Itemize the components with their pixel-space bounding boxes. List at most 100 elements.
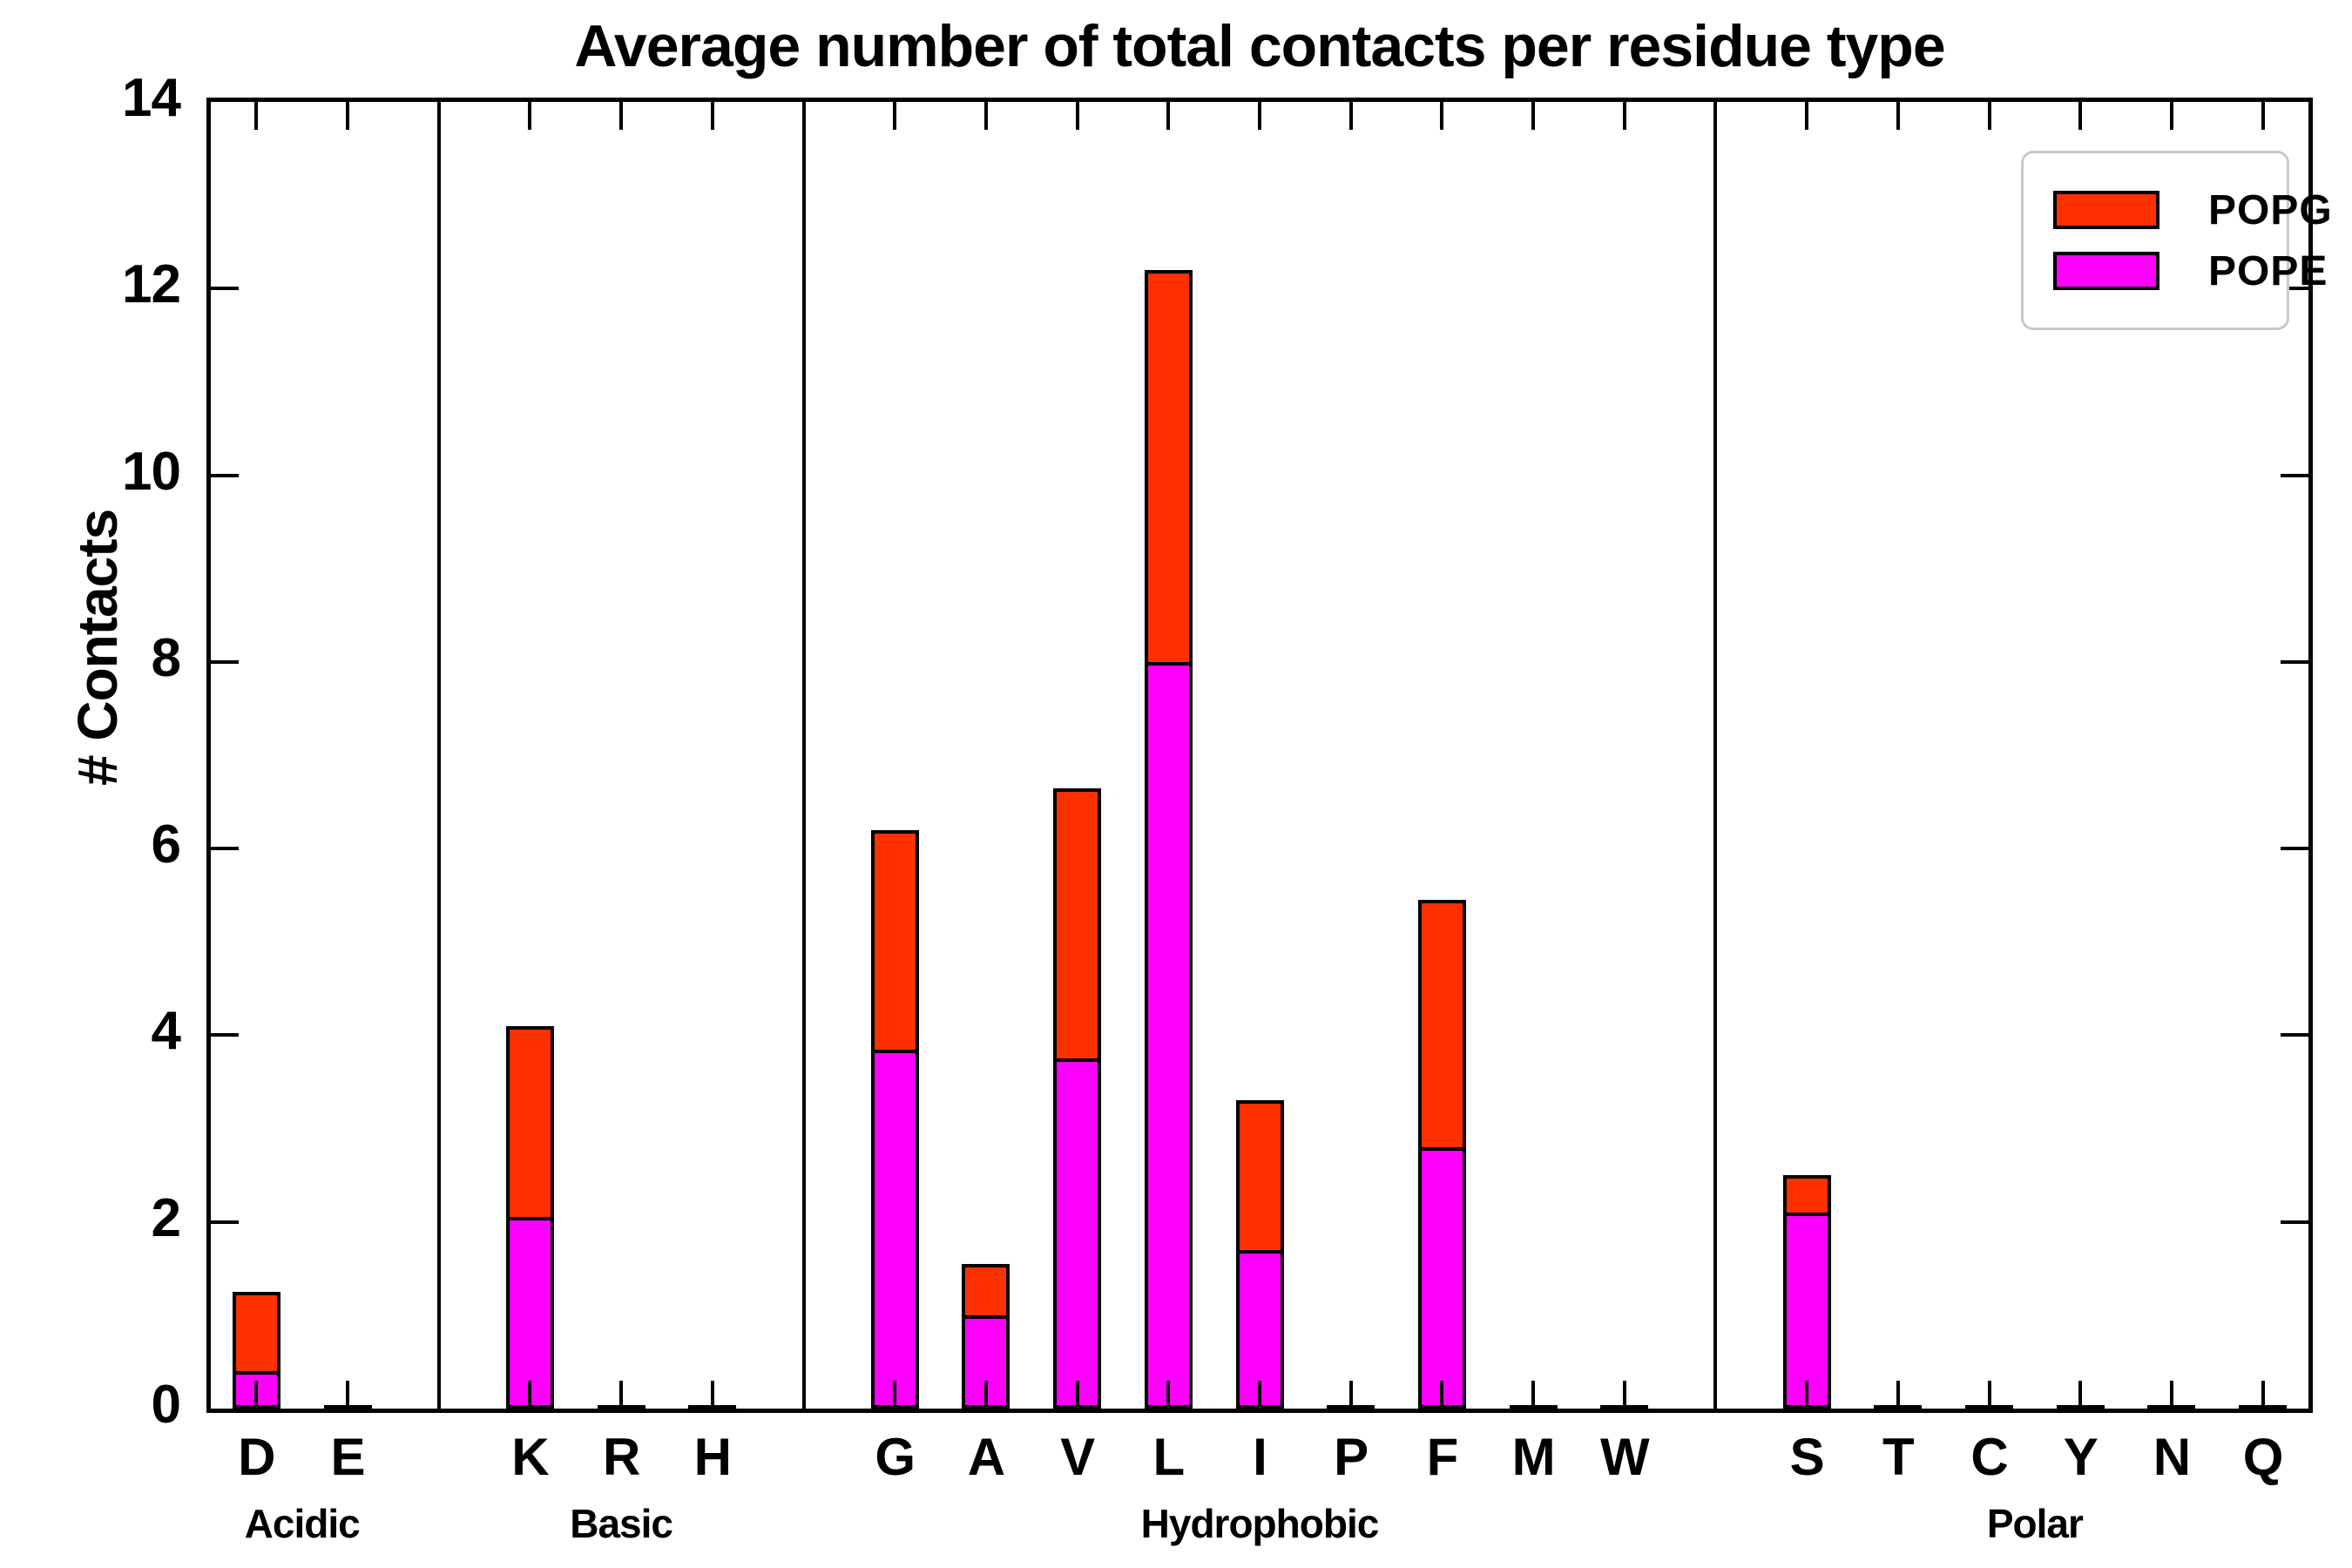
- x-tick-top: [1258, 102, 1261, 130]
- y-tick-label: 10: [122, 441, 181, 502]
- group-label-acidic: Acidic: [244, 1501, 361, 1546]
- x-tick-bottom: [2169, 1381, 2173, 1409]
- x-tick-label-I: I: [1253, 1428, 1267, 1486]
- x-tick-top: [893, 102, 897, 130]
- x-tick-label-H: H: [693, 1428, 732, 1486]
- x-tick-top: [710, 102, 714, 130]
- x-tick-bottom: [1348, 1381, 1353, 1409]
- x-tick-top: [983, 102, 988, 130]
- x-tick-bottom: [2261, 1381, 2265, 1409]
- x-tick-bottom: [254, 1381, 259, 1409]
- x-tick-bottom: [528, 1381, 532, 1409]
- x-tick-label-T: T: [1882, 1428, 1915, 1486]
- y-tick-right: [2281, 1220, 2308, 1224]
- x-tick-top: [1896, 102, 1900, 130]
- group-divider: [801, 102, 806, 1409]
- x-tick-label-D: D: [238, 1428, 275, 1486]
- legend-label-pope: POPE: [2208, 247, 2328, 294]
- y-tick-left: [211, 473, 239, 477]
- legend-swatch-popg: [2053, 191, 2159, 229]
- legend: POPG POPE: [2021, 151, 2332, 330]
- chart-title: Average number of total contacts per res…: [574, 13, 1945, 79]
- y-tick-left: [211, 1033, 239, 1037]
- bar-popg-A: [962, 1263, 1010, 1319]
- x-tick-bottom: [710, 1381, 714, 1409]
- x-tick-top: [1531, 102, 1536, 130]
- x-tick-top: [528, 102, 532, 130]
- x-tick-label-M: M: [1511, 1428, 1556, 1486]
- bar-popg-V: [1053, 787, 1102, 1063]
- bar-pope-V: [1053, 1058, 1102, 1409]
- x-tick-label-N: N: [2153, 1428, 2191, 1486]
- x-tick-top: [1987, 102, 1991, 130]
- y-tick-right: [2281, 287, 2308, 291]
- y-tick-left: [211, 1220, 239, 1224]
- legend-row-popg: POPG: [2053, 183, 2332, 237]
- x-tick-bottom: [619, 1381, 624, 1409]
- y-tick-label: 4: [151, 1001, 181, 1062]
- x-tick-bottom: [1896, 1381, 1900, 1409]
- y-tick-label: 6: [151, 814, 181, 875]
- x-tick-top: [2261, 102, 2265, 130]
- bar-pope-G: [870, 1049, 919, 1409]
- bar-popg-I: [1235, 1100, 1284, 1254]
- legend-label-popg: POPG: [2208, 186, 2333, 233]
- x-tick-label-L: L: [1152, 1428, 1185, 1486]
- x-tick-label-G: G: [875, 1428, 916, 1486]
- legend-swatch-pope: [2053, 252, 2159, 290]
- x-tick-bottom: [1075, 1381, 1079, 1409]
- x-tick-label-Y: Y: [2063, 1428, 2099, 1486]
- x-tick-bottom: [1440, 1381, 1444, 1409]
- y-tick-right: [2281, 473, 2308, 477]
- x-tick-label-E: E: [330, 1428, 366, 1486]
- x-tick-top: [254, 102, 259, 130]
- x-tick-label-Q: Q: [2242, 1428, 2284, 1486]
- x-tick-bottom: [1531, 1381, 1536, 1409]
- group-label-basic: Basic: [570, 1501, 673, 1546]
- bar-pope-S: [1782, 1213, 1831, 1409]
- bar-pope-K: [505, 1217, 554, 1409]
- x-tick-top: [1166, 102, 1171, 130]
- bar-popg-S: [1782, 1175, 1831, 1216]
- x-tick-top: [619, 102, 624, 130]
- x-tick-label-S: S: [1789, 1428, 1825, 1486]
- x-tick-bottom: [1166, 1381, 1171, 1409]
- x-tick-top: [2078, 102, 2083, 130]
- y-tick-label: 14: [122, 68, 181, 128]
- y-tick-label: 0: [151, 1375, 181, 1435]
- x-tick-bottom: [1987, 1381, 1991, 1409]
- x-tick-label-K: K: [511, 1428, 549, 1486]
- x-tick-top: [2169, 102, 2173, 130]
- x-tick-bottom: [893, 1381, 897, 1409]
- group-label-hydrophobic: Hydrophobic: [1140, 1501, 1380, 1546]
- bar-popg-G: [870, 829, 919, 1053]
- x-tick-top: [1622, 102, 1626, 130]
- y-tick-label: 12: [122, 254, 181, 315]
- x-tick-label-F: F: [1426, 1428, 1459, 1486]
- bar-popg-D: [232, 1292, 280, 1375]
- x-tick-bottom: [1622, 1381, 1626, 1409]
- y-tick-right: [2281, 659, 2308, 664]
- x-tick-top: [1075, 102, 1079, 130]
- x-tick-label-W: W: [1599, 1428, 1650, 1486]
- x-tick-label-R: R: [602, 1428, 640, 1486]
- y-tick-label: 8: [151, 627, 181, 688]
- group-label-polar: Polar: [1986, 1501, 2084, 1546]
- y-tick-left: [211, 847, 239, 851]
- group-divider: [1713, 102, 1718, 1409]
- x-tick-bottom: [346, 1381, 350, 1409]
- group-divider: [436, 102, 441, 1409]
- y-tick-right: [2281, 847, 2308, 851]
- bar-popg-K: [505, 1025, 554, 1221]
- x-tick-bottom: [983, 1381, 988, 1409]
- y-tick-left: [211, 659, 239, 664]
- bar-pope-L: [1144, 661, 1193, 1409]
- x-tick-top: [346, 102, 350, 130]
- x-tick-label-A: A: [967, 1428, 1005, 1486]
- x-tick-label-P: P: [1334, 1428, 1369, 1486]
- bar-popg-L: [1144, 269, 1193, 666]
- x-tick-top: [1805, 102, 1809, 130]
- y-tick-label: 2: [151, 1187, 181, 1248]
- x-tick-top: [1440, 102, 1444, 130]
